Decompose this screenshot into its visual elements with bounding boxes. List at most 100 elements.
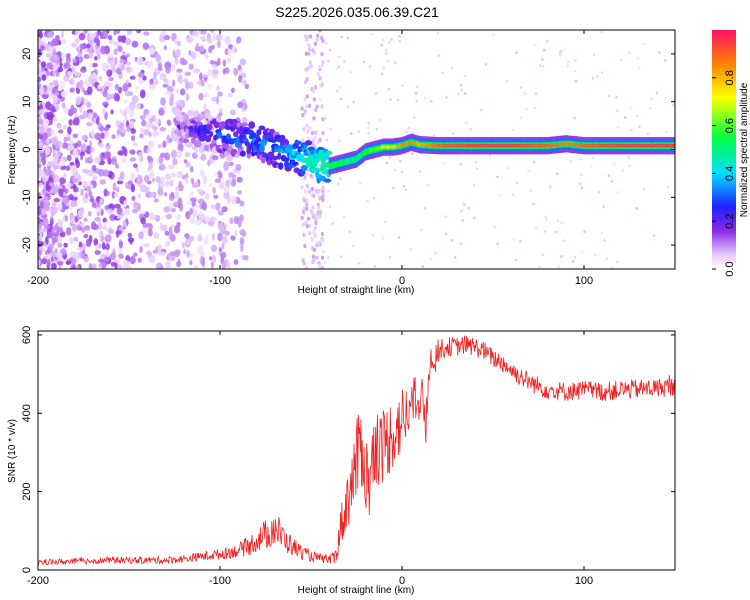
spectrogram-ridge-segment <box>336 162 338 166</box>
spectrogram-noise-point <box>39 201 45 209</box>
spectrogram-noise-point <box>318 30 322 33</box>
spectrogram-noise-point <box>366 126 370 129</box>
spectrogram-noise-point <box>320 255 325 260</box>
spectrogram-noise-point <box>226 57 232 64</box>
spectrogram-noise-point <box>52 79 59 87</box>
spectrogram-ridge-segment <box>358 155 360 159</box>
spectrogram-noise-point <box>235 163 242 171</box>
spectrogram-noise-point <box>228 161 234 167</box>
spectrogram-ridge-segment <box>373 148 375 152</box>
spectrogram-noise-point <box>72 58 77 63</box>
spectrogram-ridge-segment <box>382 145 384 149</box>
spectrogram-noise-point <box>126 124 131 133</box>
spectrogram-noise-point <box>135 103 141 110</box>
spectrogram-noise-point <box>98 243 102 249</box>
spectrogram-noise-point <box>52 156 59 164</box>
spectrogram-noise-point <box>322 250 326 254</box>
spectrogram-noise-point <box>130 172 136 180</box>
spectrogram-ridge-segment <box>593 144 596 148</box>
spectrogram-noise-point <box>58 129 64 134</box>
spectrogram-ridge-segment <box>433 143 435 148</box>
spectrogram-ridge-segment <box>512 144 514 148</box>
spectrogram-noise-point <box>140 210 146 215</box>
spectrogram-noise-point <box>92 175 98 182</box>
spectrogram-ridge-segment <box>486 144 489 148</box>
spectrogram-noise-point <box>133 252 138 257</box>
spectrogram-noise-point <box>198 212 206 221</box>
spectrogram-ridge-segment <box>569 142 572 146</box>
spectrogram-noise-point <box>304 79 308 85</box>
spectrogram-ridge-segment <box>471 144 474 148</box>
snr-ytick-label: 0 <box>21 567 33 573</box>
spectrogram-noise-point <box>305 183 309 189</box>
spectrogram-ridge-segment <box>550 143 552 147</box>
spectrogram-ridge-segment <box>539 144 541 148</box>
spectrogram-noise-point <box>83 217 88 222</box>
spectrogram-noise-point <box>325 138 329 142</box>
snr-ylabel: SNR (10 * v/v) <box>7 419 18 483</box>
spectrogram-noise-point <box>51 226 55 235</box>
spectrogram-noise-point <box>164 192 168 197</box>
spectrogram-noise-point <box>226 261 231 269</box>
spectrogram-noise-point <box>172 158 178 166</box>
spectrogram-noise-point <box>89 197 95 203</box>
spectrogram-noise-point <box>119 122 125 130</box>
spectrogram-noise-point <box>124 105 132 114</box>
spectrogram-noise-point <box>444 215 448 218</box>
spectrogram-noise-point <box>532 202 535 206</box>
spectrogram-noise-point <box>237 218 242 228</box>
spectrogram-noise-point <box>371 233 375 237</box>
spectrogram-noise-point <box>304 220 308 225</box>
spectrogram-noise-point <box>50 256 54 262</box>
spectrogram-ridge-segment <box>594 144 597 148</box>
spectrogram-noise-point <box>66 53 71 59</box>
spectrogram-noise-point <box>615 260 619 264</box>
spectrogram-ridge-segment <box>438 144 441 148</box>
spectrogram-noise-point <box>306 129 310 134</box>
spectrogram-noise-point <box>541 58 544 61</box>
spectrogram-noise-point <box>81 134 89 141</box>
spectrogram-noise-point <box>321 237 325 242</box>
spectrogram-noise-point <box>94 56 98 61</box>
spectrogram-noise-point <box>200 153 207 161</box>
spectrogram-ridge-segment <box>607 144 609 148</box>
spectrogram-noise-point <box>50 250 56 259</box>
spectrogram-noise-point <box>45 168 51 177</box>
spectrogram-noise-point <box>159 222 164 231</box>
spectrogram-noise-point <box>175 48 181 58</box>
spectrogram-noise-point <box>127 233 133 238</box>
spectrogram-noise-point <box>312 229 316 234</box>
spectrogram-noise-point <box>85 43 91 49</box>
spectrogram-noise-point <box>106 69 113 77</box>
snr-xtick-label: -200 <box>27 575 49 587</box>
spectrogram-ridge-segment <box>548 143 550 148</box>
spectrogram-ridge-segment <box>458 144 460 148</box>
spectrogram-ridge-segment <box>636 144 638 148</box>
spectrogram-noise-point <box>459 163 463 166</box>
spectrogram-noise-point <box>86 101 92 109</box>
spectrogram-noise-point <box>72 223 77 232</box>
spectrogram-noise-point <box>308 60 312 65</box>
spectrogram-ridge-segment <box>329 164 332 168</box>
spectrogram-noise-point <box>583 230 586 233</box>
spectrogram-ridge-segment <box>667 144 669 148</box>
spectrogram-noise-point <box>219 108 223 114</box>
spectrogram-ridge-segment <box>581 143 584 148</box>
spectrogram-noise-point <box>302 198 307 203</box>
spectrogram-noise-point <box>141 119 147 127</box>
spectrogram-ridge-segment <box>461 144 464 148</box>
spectrogram-noise-point <box>112 182 117 192</box>
spectrogram-noise-point <box>573 255 577 259</box>
spectrogram-noise-point <box>308 231 312 236</box>
spectrogram-noise-point <box>308 103 312 109</box>
spectrogram-noise-point <box>165 180 171 187</box>
spectrogram-noise-point <box>321 38 325 43</box>
spectrogram-noise-point <box>615 96 618 99</box>
spectrogram-ridge-point <box>206 124 213 131</box>
spectrogram-noise-point <box>100 45 107 55</box>
spectrogram-noise-point <box>88 75 93 85</box>
spectrogram-noise-point <box>51 170 55 179</box>
snr-xtick-label: 0 <box>399 575 405 587</box>
colorbar-tick-label: 0.4 <box>724 166 736 181</box>
spectrogram-noise-point <box>384 220 387 224</box>
